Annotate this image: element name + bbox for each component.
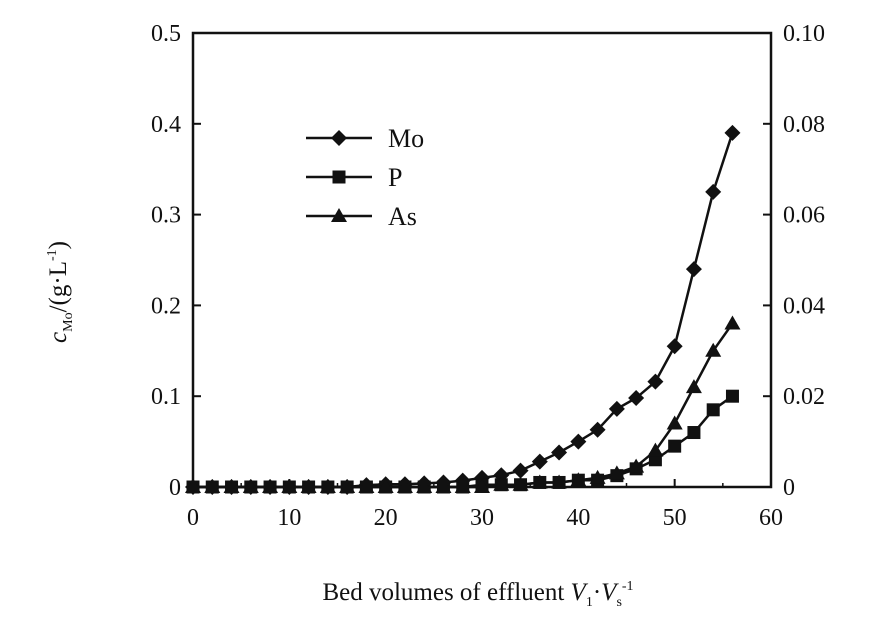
data-point-as (396, 479, 413, 493)
data-point-as (608, 465, 625, 480)
data-point-as (531, 474, 548, 489)
data-point-as (685, 379, 702, 394)
data-point-as (204, 479, 221, 493)
y-right-tick-label: 0.04 (783, 293, 825, 319)
legend-label-p: P (388, 163, 402, 192)
data-point-mo (628, 390, 645, 407)
x-tick-label: 60 (759, 505, 783, 531)
data-point-mo (705, 183, 722, 200)
data-point-p (706, 403, 720, 417)
y-left-tick-label: 0 (169, 475, 181, 501)
data-point-as (416, 479, 433, 493)
series-mo (185, 124, 741, 495)
data-point-as (185, 479, 201, 493)
plot-frame (191, 31, 773, 489)
x-tick-label: 50 (663, 505, 687, 531)
data-point-as (262, 479, 279, 493)
y-left-tick-label: 0.4 (151, 112, 181, 138)
data-point-as (454, 479, 471, 493)
y-left-tick-label: 0.5 (151, 21, 181, 47)
x-axis-title: Bed volumes of effluent V1·Vs-1 (322, 579, 633, 610)
data-point-mo (570, 433, 587, 450)
data-point-as (724, 315, 741, 330)
legend-marker-as (331, 208, 347, 222)
y-left-tick-label: 0.2 (151, 293, 181, 319)
data-point-mo (551, 444, 568, 461)
y-axis-right: 0 0.02 0.04 0.06 0.08 0.10 (763, 21, 825, 501)
data-point-mo (647, 373, 664, 390)
data-point-as (589, 469, 606, 484)
y-left-tick-label: 0.3 (151, 203, 181, 229)
y-right-tick-label: 0 (783, 475, 795, 501)
data-point-as (358, 479, 375, 493)
y-right-tick-label: 0.02 (783, 384, 825, 410)
data-point-mo (666, 338, 683, 355)
data-point-mo (531, 453, 548, 470)
legend: Mo P As (306, 124, 424, 231)
data-point-p (725, 389, 739, 403)
data-point-as (435, 479, 452, 493)
data-point-as (705, 342, 722, 357)
x-tick-label: 10 (277, 505, 301, 531)
x-tick-label: 40 (566, 505, 590, 531)
data-point-as (377, 479, 394, 493)
data-point-as (319, 479, 336, 493)
plot-border (191, 31, 773, 489)
y-left-tick-label: 0.1 (151, 384, 181, 410)
data-point-mo (512, 462, 529, 479)
data-point-p (668, 439, 682, 453)
data-point-as (242, 479, 259, 493)
y-axis-left: 0 0.1 0.2 0.3 0.4 0.5 (151, 21, 201, 501)
legend-marker-mo (331, 130, 347, 146)
series-layer (185, 124, 741, 495)
data-point-as (223, 479, 240, 493)
data-point-as (628, 458, 645, 473)
data-point-as (512, 476, 529, 491)
y-right-tick-label: 0.08 (783, 112, 825, 138)
data-point-mo (724, 124, 741, 141)
y-right-tick-label: 0.10 (783, 21, 825, 47)
data-point-mo (685, 261, 702, 278)
data-point-as (300, 479, 317, 493)
data-point-as (474, 479, 490, 493)
series-line-mo (193, 132, 734, 489)
x-tick-label: 30 (470, 505, 494, 531)
data-point-mo (589, 421, 606, 438)
data-point-as (647, 442, 664, 457)
y-axis-left-title: cMo/(g·L-1) (45, 241, 76, 343)
data-point-as (493, 476, 510, 491)
data-point-as (339, 479, 356, 493)
legend-marker-p (332, 170, 346, 184)
legend-label-mo: Mo (388, 124, 424, 153)
data-point-p (687, 426, 701, 440)
data-point-as (570, 472, 587, 487)
legend-label-as: As (388, 202, 417, 231)
y-right-tick-label: 0.06 (783, 203, 825, 229)
x-tick-label: 20 (374, 505, 398, 531)
data-point-mo (608, 400, 625, 417)
data-point-as (551, 474, 568, 489)
x-tick-label: 0 (187, 505, 199, 531)
series-as (185, 315, 741, 493)
x-axis: 0 10 20 30 40 50 60 (187, 479, 783, 531)
data-point-as (281, 479, 298, 493)
data-point-as (666, 415, 683, 430)
